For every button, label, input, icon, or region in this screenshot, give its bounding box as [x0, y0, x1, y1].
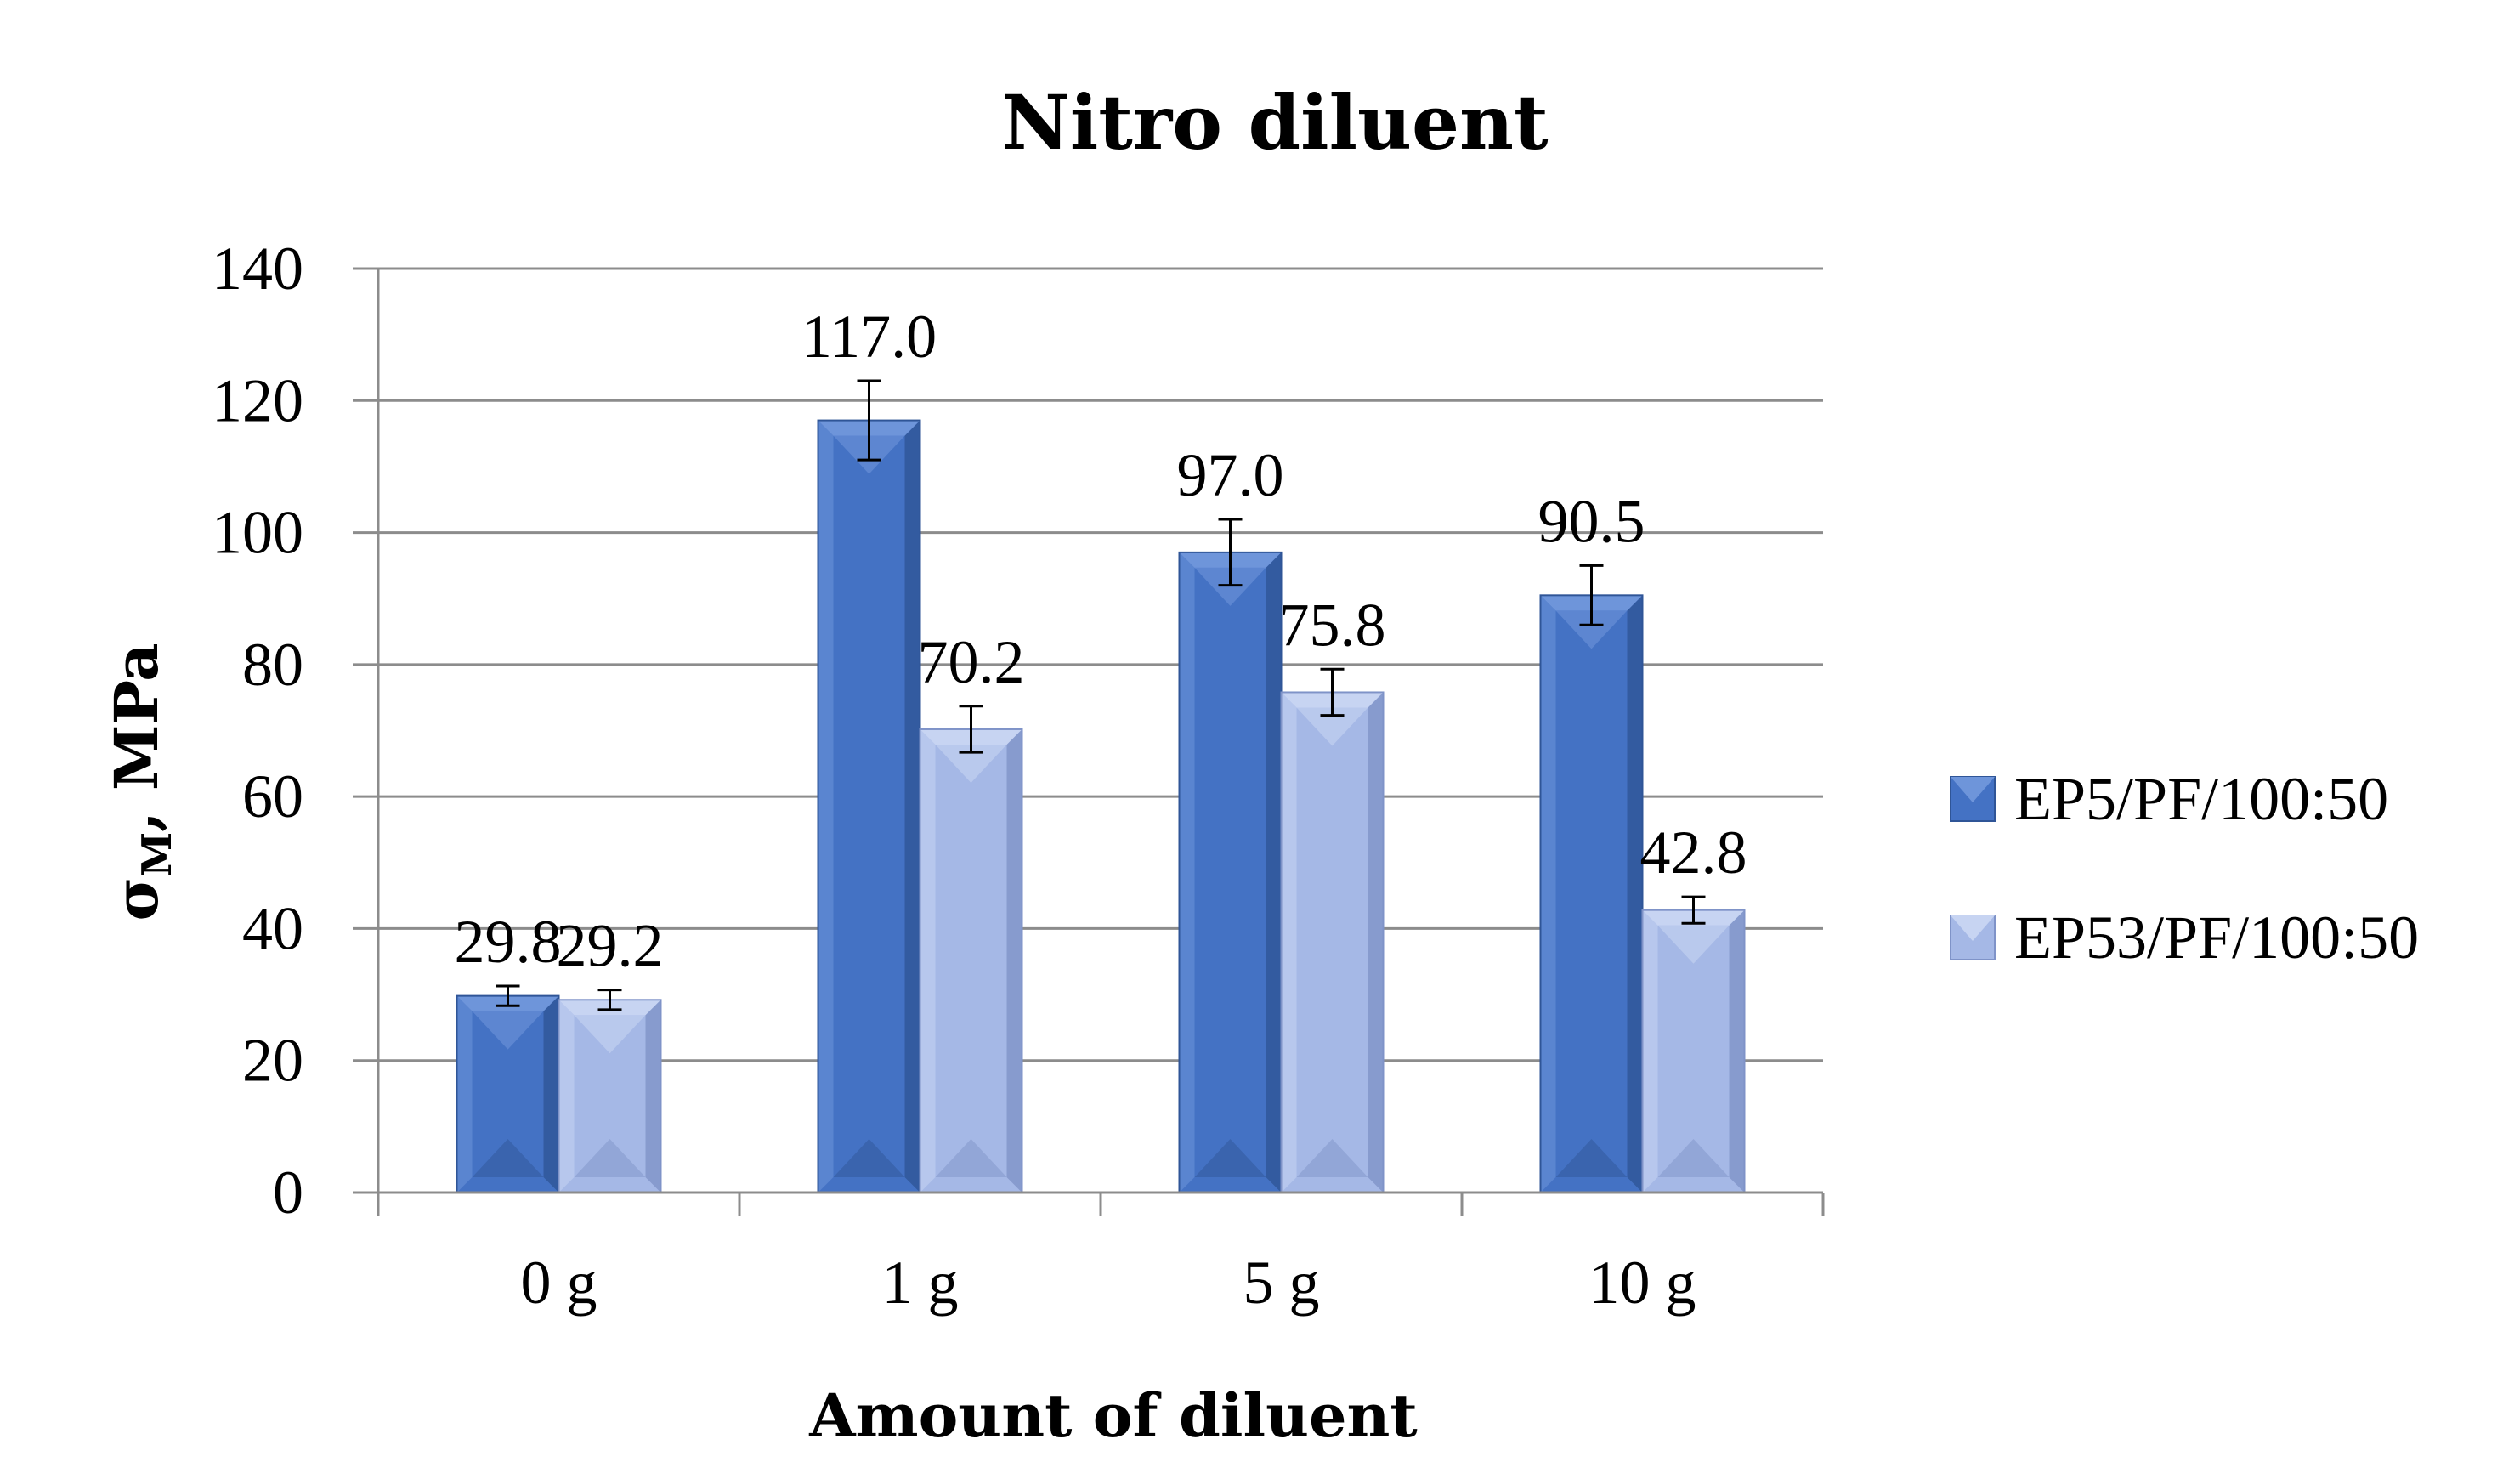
- y-axis-title-symbol: σ: [101, 877, 172, 921]
- bar-body: [920, 728, 1022, 1193]
- y-tick-label: 40: [242, 894, 303, 962]
- error-bar: [597, 989, 622, 1011]
- error-bar: [496, 984, 520, 1007]
- chart-title: Nitro diluent: [1001, 78, 1549, 167]
- bar-body: [818, 420, 920, 1193]
- data-label: 29.2: [557, 912, 664, 980]
- error-bar: [1320, 667, 1345, 717]
- legend: EP5/PF/100:50 EP53/PF/100:50: [1950, 765, 2419, 972]
- data-label: 70.2: [918, 628, 1025, 696]
- bar-2-1g: [919, 728, 1023, 1193]
- x-tick-label: 10 g: [1589, 1249, 1696, 1317]
- y-tick-label: 0: [273, 1159, 303, 1227]
- error-bar: [1681, 895, 1706, 925]
- y-axis-title-subscript: M: [133, 832, 181, 877]
- legend-swatch-facet: [1951, 777, 1995, 802]
- x-axis-title: Amount of diluent: [808, 1380, 1418, 1451]
- bar-facet-bottom: [833, 1139, 905, 1177]
- error-bar: [1579, 564, 1604, 626]
- bar-bevel-left: [920, 728, 936, 1193]
- bar-1-1g: [817, 419, 921, 1194]
- bar-body: [1281, 692, 1384, 1193]
- data-label: 97.0: [1177, 441, 1284, 509]
- gridlines: [353, 267, 1823, 1062]
- legend-item-2: EP53/PF/100:50: [1950, 904, 2419, 972]
- bar-bevel-left: [1540, 595, 1556, 1193]
- error-bar: [1218, 518, 1243, 587]
- bar-facet-bottom: [935, 1139, 1007, 1177]
- data-label: 42.8: [1640, 819, 1747, 887]
- data-label: 29.8: [455, 908, 562, 976]
- legend-label: EP53/PF/100:50: [2014, 904, 2419, 972]
- y-tick-label: 20: [242, 1027, 303, 1095]
- x-tick-label: 0 g: [521, 1249, 597, 1317]
- bar-bevel-left: [456, 995, 473, 1193]
- y-axis-title: σM, MPa: [101, 643, 181, 921]
- legend-item-1: EP5/PF/100:50: [1950, 765, 2388, 833]
- bar-1-10g: [1539, 594, 1644, 1193]
- bar-bevel-right: [1729, 909, 1745, 1193]
- y-tick-label: 80: [242, 631, 303, 699]
- bar-2-10g: [1641, 909, 1746, 1194]
- bar-facet-bottom: [574, 1139, 646, 1177]
- bar-facet-bottom: [1296, 1139, 1368, 1177]
- bars: 29.829.2 117.0 70.2 97.0 75.8 90.5 42.8: [455, 303, 1747, 1194]
- data-label: 90.5: [1538, 487, 1645, 555]
- x-tick-label: 1 g: [882, 1249, 959, 1317]
- bar-facet-top: [1296, 707, 1368, 746]
- bar-bevel-right: [543, 995, 559, 1193]
- bar-facet-top: [574, 1015, 646, 1054]
- bar-facet-top: [1194, 567, 1266, 606]
- bar-bevel-left: [818, 420, 834, 1193]
- bar-2-0g: [558, 999, 662, 1193]
- bar-bevel-right: [1006, 728, 1022, 1193]
- bar-facet-top: [472, 1011, 544, 1050]
- bar-bevel-left: [1179, 552, 1195, 1193]
- bar-bevel-right: [1368, 692, 1384, 1193]
- bar-bevel-left: [1642, 909, 1658, 1193]
- bar-bevel-right: [1627, 595, 1643, 1193]
- bar-bevel-right: [1266, 552, 1282, 1193]
- bar-facet-top: [1657, 925, 1730, 964]
- x-axis-ticks: 0 g 1 g 5 g 10 g: [521, 1249, 1696, 1317]
- y-tick-label: 140: [212, 235, 303, 303]
- legend-label: EP5/PF/100:50: [2014, 765, 2388, 833]
- y-tick-label: 60: [242, 762, 303, 830]
- error-bar: [857, 379, 881, 462]
- legend-swatch-facet: [1951, 915, 1995, 941]
- axes: [353, 269, 1825, 1216]
- y-axis-title-unit: , MPa: [101, 643, 172, 831]
- bar-1-5g: [1178, 551, 1283, 1193]
- bar-bevel-right: [645, 1000, 661, 1193]
- data-label: 117.0: [801, 303, 937, 371]
- error-bar: [959, 705, 983, 754]
- bar-facet-bottom: [1657, 1139, 1730, 1177]
- y-tick-label: 100: [212, 499, 303, 567]
- bar-bevel-right: [904, 420, 920, 1193]
- bar-bevel-left: [558, 1000, 575, 1193]
- bar-bevel-left: [1281, 692, 1297, 1193]
- bar-body: [1179, 552, 1282, 1193]
- bar-1-0g: [456, 994, 560, 1193]
- y-tick-label: 120: [212, 366, 303, 434]
- bar-facet-bottom: [1194, 1139, 1266, 1177]
- data-label: 75.8: [1279, 591, 1386, 659]
- x-tick-label: 5 g: [1243, 1249, 1320, 1317]
- bar-facet-top: [935, 744, 1007, 783]
- bar-2-5g: [1280, 691, 1385, 1193]
- y-axis-ticks: 0 20 40 60 80 100 120 140: [212, 235, 303, 1227]
- bar-facet-bottom: [472, 1139, 544, 1177]
- bar-facet-top: [1555, 610, 1628, 649]
- bar-facet-bottom: [1555, 1139, 1628, 1177]
- bar-body: [1540, 595, 1643, 1193]
